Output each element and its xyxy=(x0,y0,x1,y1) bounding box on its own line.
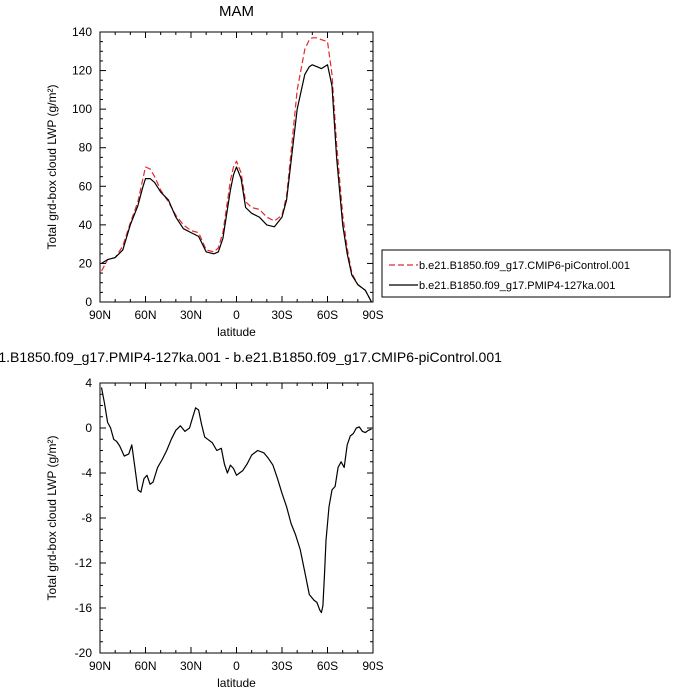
x-axis-label: latitude xyxy=(217,325,256,339)
y-tick-label: 20 xyxy=(79,256,93,270)
y-tick-label: 80 xyxy=(79,141,93,155)
y-tick-label: 60 xyxy=(79,179,93,193)
series-line-1 xyxy=(100,37,373,303)
x-tick-label: 30N xyxy=(180,659,202,673)
top-chart-mam: MAM 90N 60N 30N 0 30S 60S 90S 0 20 40 60 80 100 120 140… xyxy=(45,3,671,339)
y-tick-label: -12 xyxy=(75,556,93,570)
chart-title: MAM xyxy=(219,3,254,20)
series-line-1 xyxy=(100,387,372,614)
x-tick-label: 0 xyxy=(233,659,240,673)
x-tick-label: 60N xyxy=(134,308,156,322)
y-tick-label: 4 xyxy=(85,376,92,390)
y-tick-label: 0 xyxy=(85,421,92,435)
x-tick-label: 60S xyxy=(317,308,338,322)
difference-title: b.e21.B1850.f09_g17.PMIP4-127ka.001 - b.… xyxy=(0,349,502,365)
x-tick-label: 90S xyxy=(362,308,383,322)
x-tick-label: 90N xyxy=(89,659,111,673)
x-tick-label: 90S xyxy=(362,659,383,673)
y-tick-label: -4 xyxy=(81,466,92,480)
legend-box xyxy=(381,249,671,298)
x-tick-label: 60N xyxy=(134,659,156,673)
y-tick-label: -20 xyxy=(75,646,93,660)
y-tick-label: -16 xyxy=(75,601,93,615)
y-axis-label: Total grd-box cloud LWP (g/m²) xyxy=(45,436,59,601)
legend: b.e21.B1850.f09_g17.CMIP6-piControl.001b… xyxy=(381,249,671,298)
legend-label-1: b.e21.B1850.f09_g17.CMIP6-piControl.001 xyxy=(419,260,630,272)
y-axis-label: Total grd-box cloud LWP (g/m²) xyxy=(45,85,59,250)
x-tick-label: 30N xyxy=(180,308,202,322)
y-tick-label: 120 xyxy=(72,64,92,78)
y-tick-label: 40 xyxy=(79,218,93,232)
x-tick-label: 0 xyxy=(233,308,240,322)
y-tick-label: 100 xyxy=(72,102,92,116)
legend-label-2: b.e21.B1850.f09_g17.PMIP4-127ka.001 xyxy=(419,280,615,292)
y-tick-label: 0 xyxy=(85,295,92,309)
y-tick-label: -8 xyxy=(81,511,92,525)
x-tick-label: 30S xyxy=(271,308,292,322)
series-line-2 xyxy=(101,64,373,303)
y-tick-label: 140 xyxy=(72,25,92,39)
bottom-chart-difference: b.e21.B1850.f09_g17.PMIP4-127ka.001 - b.… xyxy=(0,349,502,690)
x-tick-label: 90N xyxy=(89,308,111,322)
x-tick-label: 60S xyxy=(317,659,338,673)
plot-frame xyxy=(99,382,374,654)
x-axis-label: latitude xyxy=(217,676,256,690)
x-tick-label: 30S xyxy=(271,659,292,673)
